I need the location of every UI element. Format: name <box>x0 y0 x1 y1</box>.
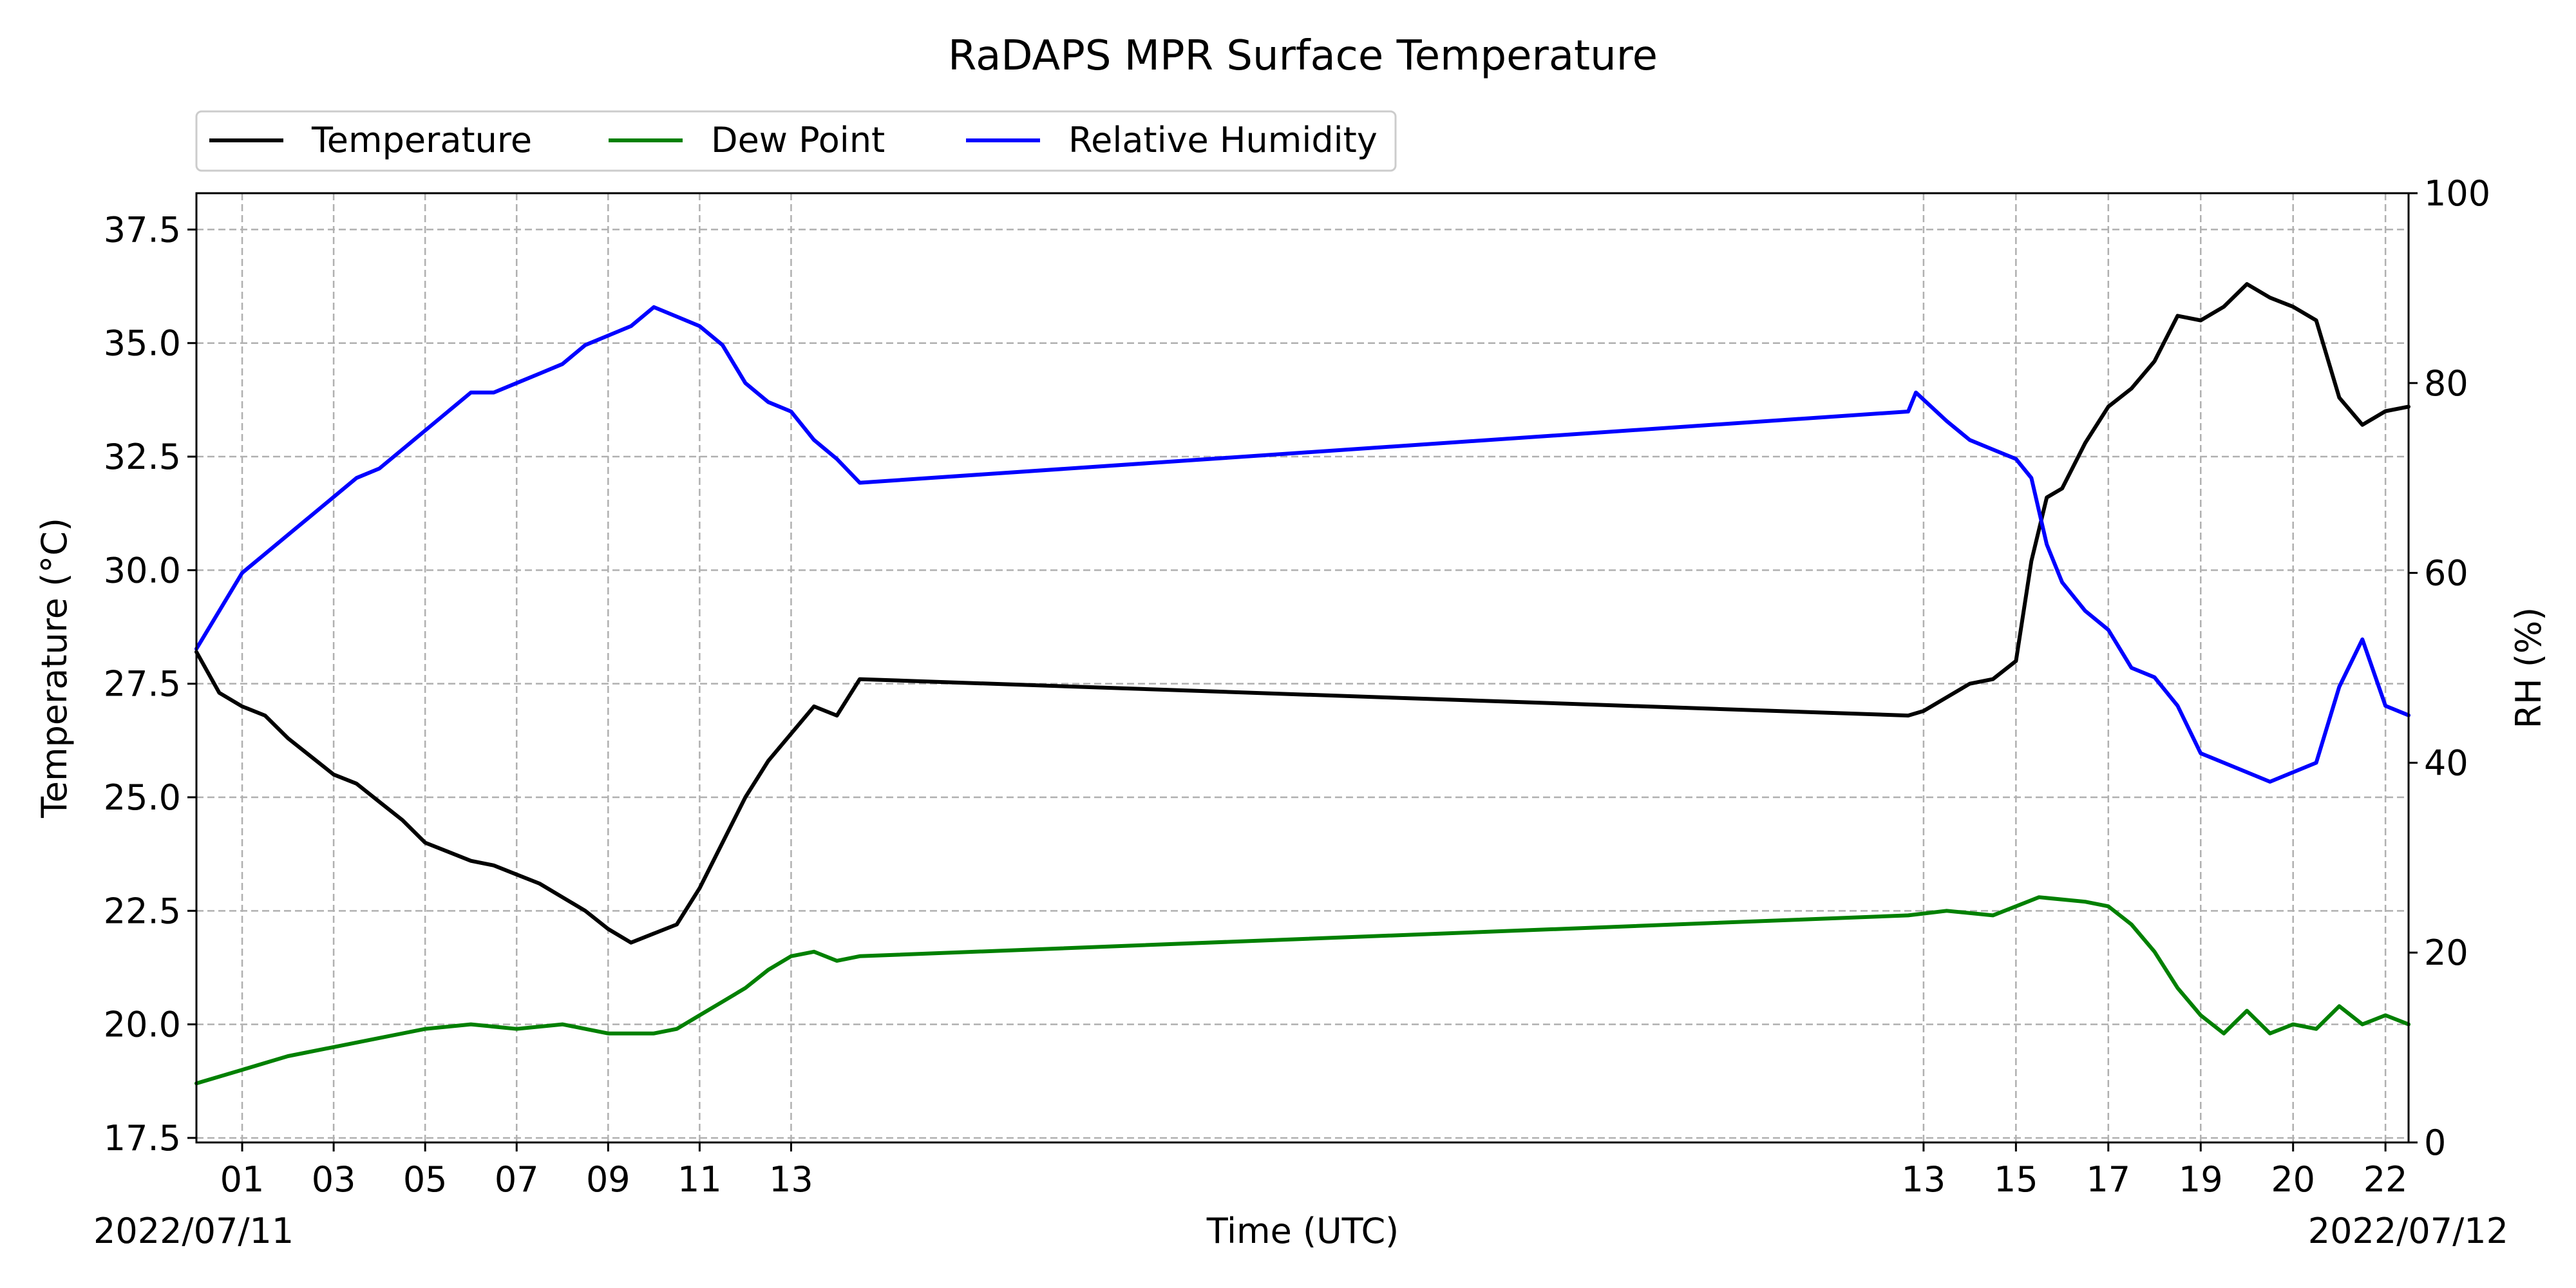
y-tick-label: 25.0 <box>104 777 181 818</box>
series-line-dew-point <box>194 895 2410 1086</box>
chart-title: RaDAPS MPR Surface Temperature <box>948 32 1658 80</box>
legend-label-temperature: Temperature <box>311 120 532 160</box>
plot-frame <box>195 192 2410 1144</box>
x-tick-label: 03 <box>312 1159 356 1200</box>
y-tick-label: 32.5 <box>104 437 181 477</box>
legend: Temperature Dew Point Relative Humidity <box>195 110 1397 172</box>
x-axis-label: Time (UTC) <box>1206 1211 1399 1251</box>
series-line-relative-humidity <box>194 305 2410 784</box>
y-tick-label: 22.5 <box>104 891 181 931</box>
x-tick-label: 09 <box>586 1159 630 1200</box>
y-tick-label: 20.0 <box>104 1005 181 1045</box>
y-tick-label: 27.5 <box>104 664 181 705</box>
x-tick-label: 01 <box>220 1159 265 1200</box>
x-tick-label: 20 <box>2271 1159 2315 1200</box>
x-tick-label: 13 <box>769 1159 813 1200</box>
y-tick-label: 37.5 <box>104 209 181 250</box>
y2-tick-label: 100 <box>2424 173 2490 214</box>
y2-axis-label: RH (%) <box>2508 607 2549 729</box>
x-tick-label: 17 <box>2086 1159 2130 1200</box>
y-tick-label: 17.5 <box>104 1118 181 1159</box>
date-label-right: 2022/07/12 <box>2308 1211 2508 1251</box>
y2-tick-label: 60 <box>2424 553 2468 594</box>
y-axis-label: Temperature (°C) <box>34 518 75 819</box>
x-tick-label: 13 <box>1902 1159 1946 1200</box>
x-tick-label: 19 <box>2179 1159 2223 1200</box>
series-line-temperature <box>194 282 2410 945</box>
x-tick-label: 22 <box>2363 1159 2408 1200</box>
y2-tick-label: 20 <box>2424 933 2468 973</box>
series-layer <box>194 282 2410 1086</box>
y2-tick-label: 40 <box>2424 743 2468 783</box>
legend-frame <box>195 110 1397 172</box>
y2-tick-label: 80 <box>2424 363 2468 404</box>
y-tick-label: 30.0 <box>104 550 181 591</box>
x-tick-label: 11 <box>677 1159 722 1200</box>
legend-label-dew-point: Dew Point <box>711 120 885 160</box>
date-label-left: 2022/07/11 <box>93 1211 294 1251</box>
y2-tick-label: 0 <box>2424 1122 2446 1163</box>
x-tick-label: 05 <box>403 1159 448 1200</box>
y-tick-label: 35.0 <box>104 323 181 364</box>
legend-label-relative-humidity: Relative Humidity <box>1068 120 1378 160</box>
grid <box>196 193 2409 1142</box>
x-tick-label: 07 <box>495 1159 539 1200</box>
axes: 17.5 20.0 22.5 25.0 27.5 30.0 32.5 35.0 37.5 0 20 4… <box>104 173 2490 1200</box>
x-tick-label: 15 <box>1994 1159 2038 1200</box>
